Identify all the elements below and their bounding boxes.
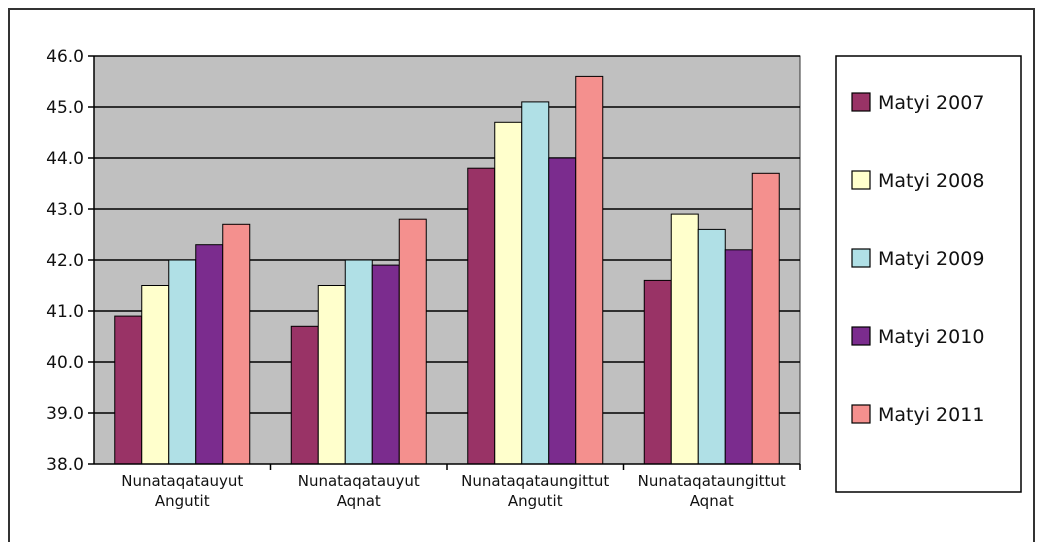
bar xyxy=(751,172,780,465)
x-axis-category-labels: Nunataqatauyut Angutit Nunataqatauyut Aqnat… xyxy=(121,472,786,510)
bar xyxy=(494,121,523,465)
y-tick-label: 43.0 xyxy=(46,200,84,220)
y-axis-ticks: 38.0 39.0 40.0 41.0 42.0 43.0 44.0 45.0 46.0 xyxy=(46,47,94,475)
legend: Matyi 2007 Matyi 2008 Matyi 2009 Matyi 2010… xyxy=(835,55,1022,493)
chart-frame: 38.0 39.0 40.0 41.0 42.0 43.0 44.0 45.0 46.0 Nun… xyxy=(8,8,1035,542)
bar xyxy=(114,315,143,465)
y-tick-label: 40.0 xyxy=(46,353,84,373)
y-tick-label: 39.0 xyxy=(46,404,84,424)
bar xyxy=(141,285,170,465)
legend-label: Matyi 2011 xyxy=(878,404,984,426)
legend-box xyxy=(835,55,1022,493)
x-axis-ticks xyxy=(269,464,801,470)
bar xyxy=(575,75,604,465)
bar xyxy=(398,218,427,465)
legend-label: Matyi 2010 xyxy=(878,326,984,348)
legend-swatch xyxy=(851,92,871,112)
bar-chart: 38.0 39.0 40.0 41.0 42.0 43.0 44.0 45.0 46.0 Nun… xyxy=(46,47,1022,510)
legend-swatch xyxy=(851,170,871,190)
bar xyxy=(643,279,672,465)
y-tick-label: 46.0 xyxy=(46,47,84,67)
legend-label: Matyi 2008 xyxy=(878,170,984,192)
y-tick-label: 41.0 xyxy=(46,302,84,322)
bars xyxy=(114,75,780,465)
y-tick-label: 44.0 xyxy=(46,149,84,169)
bar xyxy=(195,244,224,465)
y-tick-label: 42.0 xyxy=(46,251,84,271)
bar xyxy=(697,228,726,465)
x-category-label: Aqnat xyxy=(690,492,734,510)
y-tick-label: 45.0 xyxy=(46,98,84,118)
bar xyxy=(317,285,346,465)
x-category-label: Nunataqatauyut xyxy=(298,472,420,490)
legend-label: Matyi 2007 xyxy=(878,92,984,114)
x-category-label: Nunataqatauyut xyxy=(121,472,243,490)
legend-swatch xyxy=(851,404,871,424)
y-tick-label: 38.0 xyxy=(46,455,84,475)
bar xyxy=(548,157,577,465)
legend-swatch xyxy=(851,326,871,346)
x-category-label: Angutit xyxy=(508,492,563,510)
x-category-label: Angutit xyxy=(155,492,210,510)
x-category-label: Aqnat xyxy=(337,492,381,510)
legend-label: Matyi 2009 xyxy=(878,248,984,270)
bar xyxy=(670,213,699,465)
bar xyxy=(724,249,753,465)
x-category-label: Nunataqataungittut xyxy=(638,472,786,490)
x-category-label: Nunataqataungittut xyxy=(461,472,609,490)
bar xyxy=(222,223,251,465)
bar xyxy=(168,259,197,465)
bar xyxy=(521,101,550,465)
bar xyxy=(290,325,319,465)
bar xyxy=(344,259,373,465)
bar xyxy=(371,264,400,465)
bar xyxy=(467,167,496,465)
legend-swatch xyxy=(851,248,871,268)
